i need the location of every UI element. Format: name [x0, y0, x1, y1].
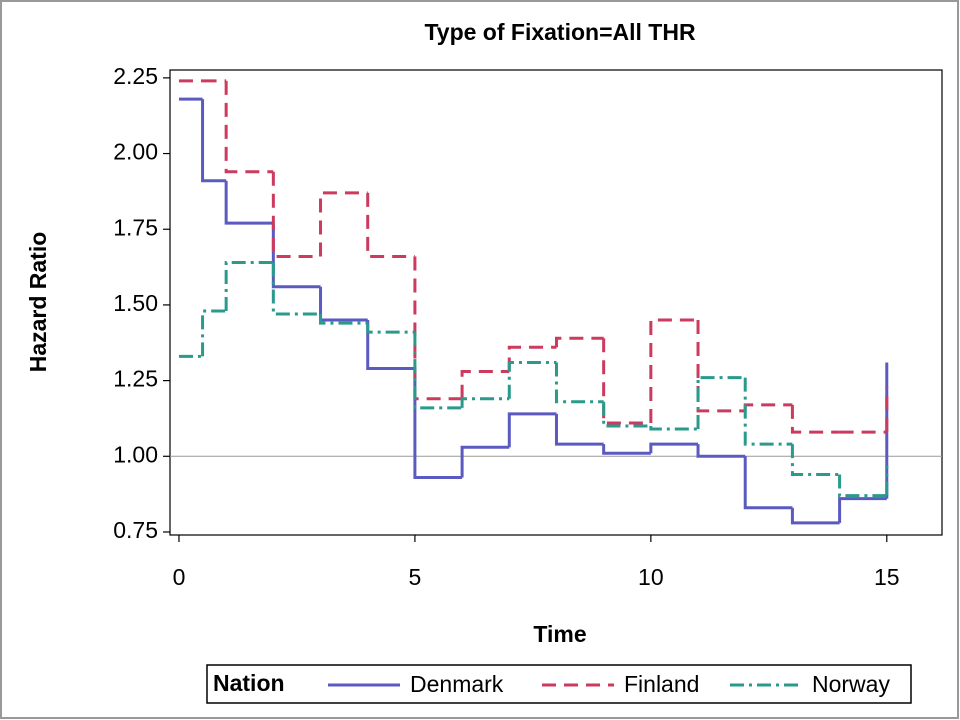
legend-label: Denmark: [410, 671, 504, 697]
step-segment: [649, 442, 699, 454]
plot-area: [169, 69, 943, 536]
step-segment: [224, 180, 274, 225]
x-axis-label: Time: [533, 621, 586, 647]
step-segment: [319, 314, 368, 325]
y-tick-label: 2.00: [113, 139, 158, 165]
step-segment: [743, 456, 793, 510]
step-segment: [507, 360, 557, 399]
legend-box: [206, 664, 912, 704]
step-segment: [838, 474, 887, 498]
y-tick-label: 1.75: [113, 214, 158, 240]
chart-title: Type of Fixation=All THR: [424, 19, 696, 45]
step-segment: [271, 262, 321, 316]
x-tick-label: 10: [638, 564, 664, 590]
step-segment: [460, 445, 510, 478]
step-segment: [790, 404, 840, 434]
step-segment: [602, 401, 651, 428]
step-segment: [602, 338, 651, 425]
step-segment: [201, 309, 227, 357]
step-segment: [224, 80, 274, 174]
step-segment: [366, 320, 415, 370]
step-segment: [696, 444, 746, 458]
step-segment: [649, 426, 699, 431]
step-segment: [743, 377, 793, 446]
step-segment: [460, 370, 510, 399]
legend-label: Norway: [812, 671, 890, 697]
step-segment: [413, 368, 463, 479]
step-segment: [507, 412, 557, 448]
step-segment: [790, 444, 840, 476]
step-segment: [696, 376, 746, 430]
legend-label: Finland: [624, 671, 699, 697]
y-axis-label: Hazard Ratio: [25, 232, 51, 373]
y-tick-label: 1.50: [113, 290, 158, 316]
step-segment: [366, 192, 415, 258]
step-segment: [554, 362, 604, 404]
step-segment: [413, 332, 463, 410]
step-segment: [554, 336, 604, 348]
x-tick-label: 0: [173, 564, 186, 590]
step-segment: [460, 397, 510, 408]
legend-title: Nation: [213, 670, 285, 696]
x-tick-label: 5: [409, 564, 422, 590]
step-segment: [696, 320, 746, 413]
x-tick-label: 15: [874, 564, 900, 590]
y-tick-label: 2.25: [113, 63, 158, 89]
step-segment: [366, 323, 415, 334]
step-segment: [554, 413, 604, 446]
step-segment: [602, 444, 651, 455]
y-tick-label: 1.25: [113, 366, 158, 392]
y-tick-label: 1.00: [113, 441, 158, 467]
step-segment: [838, 497, 887, 523]
step-segment: [201, 99, 227, 183]
step-segment: [319, 191, 368, 257]
y-tick-label: 0.75: [113, 517, 158, 543]
step-segment: [224, 261, 274, 311]
step-segment: [649, 318, 699, 423]
step-segment: [271, 171, 321, 258]
step-segment: [790, 507, 840, 525]
